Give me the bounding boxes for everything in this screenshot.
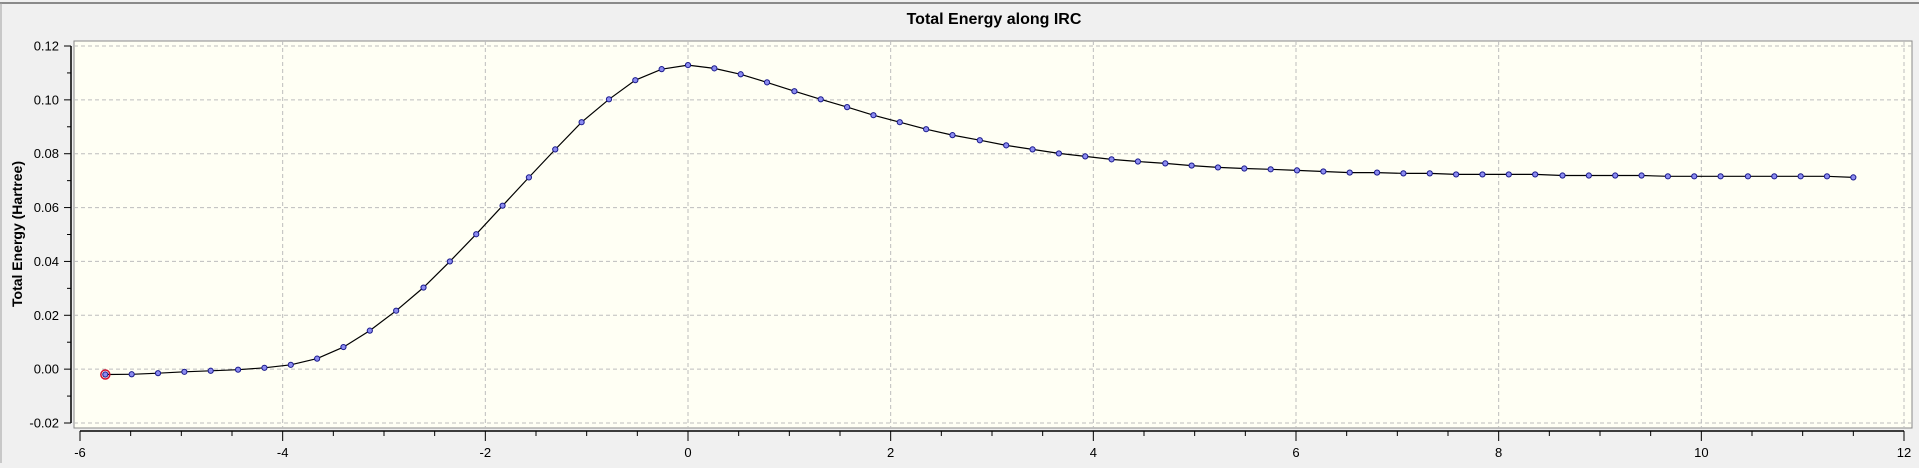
data-point xyxy=(578,119,585,126)
data-point xyxy=(1771,173,1778,180)
data-point xyxy=(1664,173,1671,180)
x-tick-label: -2 xyxy=(480,445,492,460)
data-point xyxy=(1505,171,1512,178)
data-point xyxy=(1638,172,1645,179)
y-tick-label: -0.02 xyxy=(29,416,59,431)
x-tick-label: 4 xyxy=(1090,445,1097,460)
data-point xyxy=(870,112,877,119)
data-point xyxy=(949,132,956,139)
data-point xyxy=(1267,166,1274,173)
y-tick-label: 0.12 xyxy=(34,39,59,54)
data-point xyxy=(976,137,983,144)
data-point xyxy=(234,366,242,373)
data-point xyxy=(1188,162,1195,169)
data-point xyxy=(1003,142,1010,149)
data-point xyxy=(896,119,903,126)
data-point xyxy=(791,88,798,95)
data-point xyxy=(684,62,692,69)
data-point xyxy=(1320,168,1327,175)
data-point xyxy=(552,146,559,153)
x-tick-label: 8 xyxy=(1495,445,1502,460)
data-point xyxy=(525,174,533,181)
data-point xyxy=(1823,173,1831,180)
data-point xyxy=(843,104,851,111)
data-point xyxy=(1453,171,1460,178)
data-point xyxy=(737,71,744,78)
x-tick-label: 0 xyxy=(684,445,691,460)
data-point xyxy=(1055,150,1062,157)
data-point xyxy=(1082,153,1089,160)
data-point xyxy=(420,284,427,291)
data-point xyxy=(499,202,506,209)
data-point xyxy=(1134,158,1142,165)
data-point xyxy=(340,343,347,351)
data-points xyxy=(100,62,1857,380)
data-point xyxy=(181,368,188,375)
data-point xyxy=(207,367,214,374)
data-point xyxy=(1426,170,1433,177)
data-point xyxy=(1612,172,1619,179)
data-point xyxy=(658,66,665,73)
data-point xyxy=(473,231,480,238)
y-axis-label: Total Energy (Hartree) xyxy=(9,161,25,307)
y-tick-label: 0.06 xyxy=(34,200,59,215)
y-tick-label: 0.08 xyxy=(34,146,59,161)
data-point xyxy=(1744,173,1752,180)
y-tick-label: 0.10 xyxy=(34,92,59,107)
data-point xyxy=(261,364,268,371)
data-point xyxy=(393,307,400,314)
data-point xyxy=(154,370,162,377)
x-tick-label: -6 xyxy=(74,445,86,460)
chart-title: Total Energy along IRC xyxy=(907,11,1082,28)
axes: -6 -4 -2 0 2 4 6 8 10 12 0.12 0.10 0.08 0.06 0.04 0.02 0… xyxy=(29,39,1911,461)
data-point xyxy=(1241,165,1248,172)
data-point xyxy=(711,65,718,72)
data-point xyxy=(366,327,373,334)
y-tick-label: 0.00 xyxy=(34,362,59,377)
data-point xyxy=(1797,173,1804,180)
highlighted-point-marker xyxy=(100,369,111,380)
data-point xyxy=(1585,172,1592,179)
data-point xyxy=(1373,169,1381,176)
y-tick-label: 0.02 xyxy=(34,308,59,323)
data-point xyxy=(1559,172,1566,179)
data-point xyxy=(1162,160,1169,167)
data-point xyxy=(1532,171,1539,178)
data-point xyxy=(128,371,135,378)
data-point xyxy=(763,79,771,86)
data-point xyxy=(1691,173,1698,180)
data-point xyxy=(1479,171,1486,178)
data-point xyxy=(314,355,321,362)
data-point xyxy=(1400,170,1407,177)
plot-area xyxy=(73,40,1913,429)
data-point xyxy=(287,361,294,368)
data-point xyxy=(1029,146,1036,153)
data-point xyxy=(1346,169,1353,176)
data-point xyxy=(102,371,109,378)
data-point xyxy=(1850,174,1857,181)
x-tick-label: 6 xyxy=(1292,445,1299,460)
x-tick-label: 2 xyxy=(887,445,894,460)
data-point xyxy=(1214,164,1222,171)
data-point xyxy=(446,258,453,265)
data-point xyxy=(923,126,930,133)
x-tick-label: 10 xyxy=(1694,445,1708,460)
data-point xyxy=(632,77,639,84)
x-tick-label: 12 xyxy=(1897,445,1911,460)
data-point xyxy=(817,96,824,103)
x-tick-label: -4 xyxy=(277,445,289,460)
grid-lines xyxy=(74,41,1912,428)
data-point xyxy=(605,96,613,103)
data-point xyxy=(1717,173,1724,180)
data-point xyxy=(1108,156,1115,163)
y-tick-label: 0.04 xyxy=(34,254,59,269)
data-point xyxy=(1293,167,1301,174)
